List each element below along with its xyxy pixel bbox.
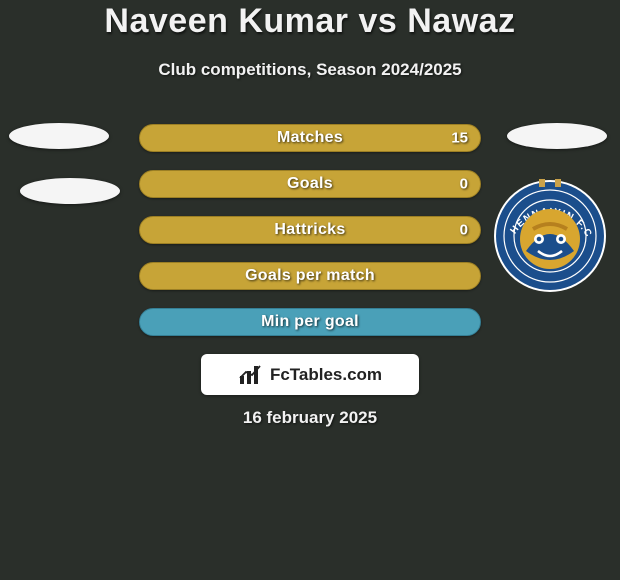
footer-brand-badge: FcTables.com bbox=[201, 354, 419, 395]
stat-label: Goals bbox=[287, 175, 333, 193]
stat-label: Matches bbox=[277, 129, 343, 147]
stat-value-right: 0 bbox=[460, 176, 468, 193]
stat-label: Min per goal bbox=[261, 313, 359, 331]
player-right-club-logo: CHENNAIYIN F.C. bbox=[493, 179, 607, 293]
stat-bar: Goals per match bbox=[139, 262, 481, 290]
stat-value-right: 15 bbox=[451, 130, 468, 147]
player-right-avatar-placeholder bbox=[507, 123, 607, 149]
snapshot-date: 16 february 2025 bbox=[0, 408, 620, 428]
stats-container: Matches 15 Goals 0 Hattricks 0 Goals per match… bbox=[139, 124, 481, 354]
stat-label: Goals per match bbox=[245, 267, 375, 285]
player-left-club-placeholder bbox=[20, 178, 120, 204]
page-title: Naveen Kumar vs Nawaz bbox=[0, 2, 620, 41]
page-subtitle: Club competitions, Season 2024/2025 bbox=[0, 60, 620, 80]
stat-value-right: 0 bbox=[460, 222, 468, 239]
stat-bar: Goals 0 bbox=[139, 170, 481, 198]
chart-icon bbox=[238, 364, 264, 386]
stat-bar: Matches 15 bbox=[139, 124, 481, 152]
player-left-avatar-placeholder bbox=[9, 123, 109, 149]
stat-bar: Hattricks 0 bbox=[139, 216, 481, 244]
footer-brand-text: FcTables.com bbox=[270, 365, 382, 385]
stat-label: Hattricks bbox=[274, 221, 345, 239]
stat-bar: Min per goal bbox=[139, 308, 481, 336]
